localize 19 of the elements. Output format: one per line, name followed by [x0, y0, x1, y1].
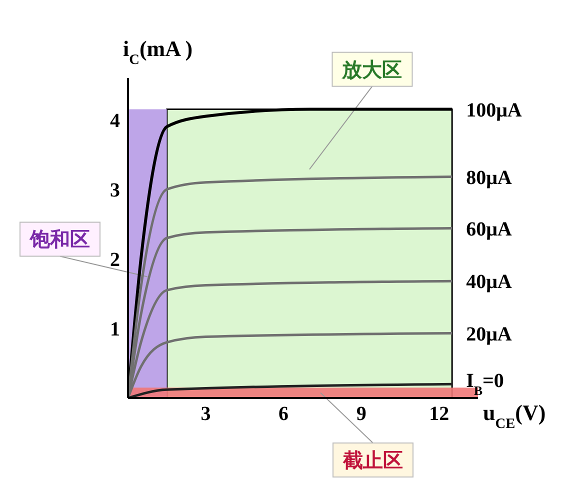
- x-tick-label: 12: [429, 403, 450, 426]
- series-label: 60μA: [466, 218, 512, 240]
- band-label: 截止区: [342, 448, 403, 472]
- y-tick-label: 1: [110, 318, 120, 341]
- series-label: I$_{B}$=0: [466, 370, 504, 398]
- series-label: 20μA: [466, 323, 512, 346]
- x-tick-label: 3: [200, 403, 211, 426]
- y-tick-label: 3: [110, 179, 120, 202]
- x-axis-title: u$_{CE}$(V): [483, 400, 546, 432]
- series-label: 40μA: [466, 271, 512, 294]
- band-label: 放大区: [341, 57, 402, 82]
- x-tick-label: 9: [356, 403, 366, 426]
- y-tick-label: 2: [110, 248, 120, 271]
- y-tick-label: 4: [110, 110, 120, 132]
- series-label: 100μA: [466, 99, 522, 122]
- y-axis-title: i$_{C}$(mA ): [123, 36, 193, 68]
- band-label: 饱和区: [29, 227, 90, 252]
- x-tick-label: 6: [278, 403, 289, 426]
- series-label: 80μA: [466, 166, 512, 189]
